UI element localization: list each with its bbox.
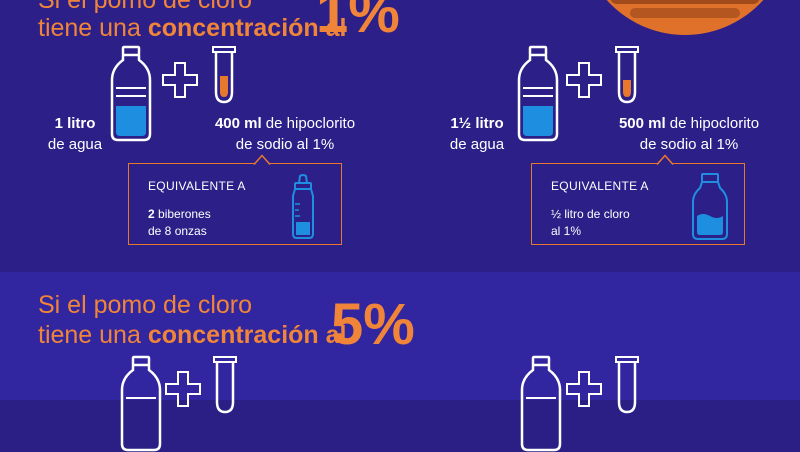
water-bottle-icon	[520, 355, 562, 452]
plus-icon	[162, 62, 198, 98]
equivalence-box	[128, 163, 342, 245]
equivalence-body: 2 biberones de 8 onzas	[148, 206, 211, 240]
chlorine-text-2: de sodio al 1%	[639, 136, 739, 153]
equivalence-body: ½ litro de cloro al 1%	[551, 206, 630, 240]
plus-icon	[566, 62, 602, 98]
water-bottle-icon	[517, 45, 559, 142]
water-unit: de agua	[47, 136, 103, 153]
baby-bottle-icon	[292, 174, 314, 239]
chlorine-amount-text: 500 ml de hipoclorito de sodio al 1%	[604, 113, 774, 155]
equivalence-line1: biberones	[154, 207, 211, 221]
callout-pointer-icon	[656, 154, 674, 165]
callout-pointer-icon	[253, 154, 271, 165]
headline-bold: concentración al	[147, 321, 347, 349]
chlorine-text-1: de hipoclorito	[665, 115, 760, 132]
plus-icon	[165, 371, 201, 407]
water-unit: de agua	[449, 136, 505, 153]
chlorine-text-1: de hipoclorito	[261, 115, 356, 132]
section-2-percent: 5%	[331, 292, 415, 357]
water-amount: 1½ litro	[450, 115, 504, 132]
equivalence-line2: de 8 onzas	[148, 224, 207, 238]
chlorine-amount: 400 ml	[214, 115, 262, 132]
chlorine-amount-text: 400 ml de hipoclorito de sodio al 1%	[200, 113, 370, 155]
section-1-headline-line2: tiene una concentración al	[38, 14, 347, 43]
headline-bold: concentración al	[147, 14, 347, 42]
test-tube-icon	[615, 356, 639, 414]
section-2-background	[0, 272, 800, 400]
plus-icon	[566, 371, 602, 407]
test-tube-icon	[615, 46, 639, 104]
water-bottle-icon	[120, 355, 162, 452]
equivalence-bold: 2	[148, 207, 155, 221]
chlorine-text-2: de sodio al 1%	[235, 136, 335, 153]
equivalence-line2: al 1%	[551, 224, 582, 238]
chlorine-amount: 500 ml	[618, 115, 666, 132]
section-1-percent: 1%	[316, 0, 400, 45]
chlorine-bottle-icon	[692, 173, 728, 240]
equivalence-title: EQUIVALENTE A	[148, 179, 246, 193]
headline-prefix: tiene una	[38, 321, 148, 349]
water-amount-text: 1 litro de agua	[30, 113, 120, 155]
test-tube-icon	[212, 46, 236, 104]
headline-prefix: tiene una	[38, 14, 148, 42]
section-1-headline-line1: Si el pomo de cloro	[38, 0, 253, 14]
equivalence-box	[531, 163, 745, 245]
section-2-headline-line1: Si el pomo de cloro	[38, 291, 253, 319]
water-bottle-icon	[110, 45, 152, 142]
equivalence-title: EQUIVALENTE A	[551, 179, 649, 193]
test-tube-icon	[213, 356, 237, 414]
section-2-headline-line2: tiene una concentración al	[38, 321, 347, 350]
water-amount-text: 1½ litro de agua	[432, 113, 522, 155]
equivalence-line1: ½ litro de cloro	[551, 207, 630, 221]
water-amount: 1 litro	[54, 115, 96, 132]
